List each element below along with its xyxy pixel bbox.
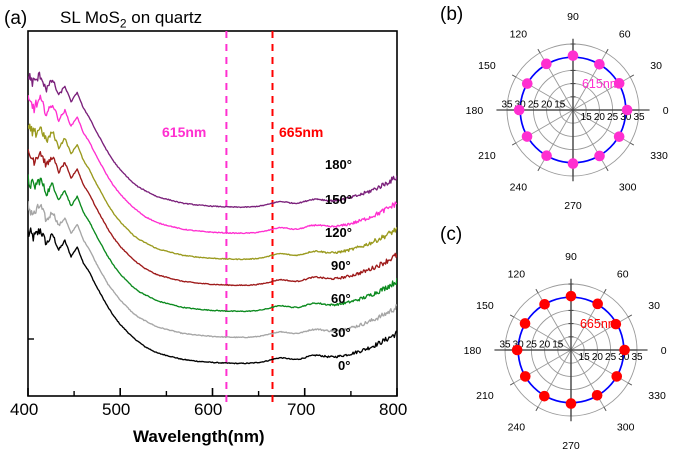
spectra-curves: [28, 71, 397, 365]
x-tick-label-600: 600: [194, 400, 223, 419]
polar-angle-label-60: 60: [617, 269, 629, 281]
polar-data-point: [621, 104, 633, 116]
x-axis-major-ticks: [27, 388, 398, 396]
polar-angle-label-60: 60: [619, 29, 631, 41]
polar-data-point: [613, 131, 625, 142]
x-tick-label-700: 700: [287, 400, 316, 419]
polar-data-point: [519, 371, 531, 382]
label-665nm: 665nm: [279, 124, 324, 140]
polar-radial-label-right-15: 15: [581, 112, 593, 123]
polar-radial-label-right-35: 35: [631, 352, 643, 363]
plot-frame: [27, 30, 398, 397]
polar-angle-label-330: 330: [648, 390, 666, 402]
polar-radial-label-right-30: 30: [620, 112, 632, 123]
curve-angle-label-0: 0°: [338, 358, 351, 373]
polar-data-point: [539, 298, 550, 310]
polar-angle-label-210: 210: [476, 390, 494, 402]
polar-angle-label-240: 240: [510, 181, 528, 193]
panel-c-label: (c): [440, 224, 463, 245]
polar-angle-label-30: 30: [650, 60, 662, 72]
polar-data-point: [521, 78, 533, 89]
polar-data-point: [619, 344, 630, 356]
polar-angle-label-270: 270: [564, 200, 582, 212]
polar-angle-label-330: 330: [650, 150, 668, 162]
polar-angle-label-0: 0: [661, 345, 667, 357]
figure-title-subscript: 2: [119, 16, 127, 31]
polar-radial-label-left-15: 15: [552, 340, 564, 351]
polar-angle-label-120: 120: [510, 29, 528, 41]
polar-annotation-615nm: 615nm: [582, 77, 620, 91]
x-tick-label-800: 800: [379, 400, 408, 419]
x-tick-label-500: 500: [102, 400, 131, 419]
spectra-plot-svg: [27, 30, 398, 403]
polar-angle-label-300: 300: [617, 421, 635, 433]
panel-a-label: (a): [4, 8, 28, 29]
x-axis-title: Wavelength(nm): [133, 427, 265, 446]
curve-angle-label-180: 180°: [325, 157, 352, 172]
polar-data-point: [521, 131, 533, 142]
polar-radial-label-left-35: 35: [499, 340, 511, 351]
polar-data-point: [592, 298, 603, 310]
polar-radial-label-right-25: 25: [605, 352, 617, 363]
polar-data-point: [611, 371, 623, 382]
figure-title-tail: on quartz: [126, 8, 203, 27]
polar-radial-label-right-25: 25: [607, 112, 619, 123]
polar-angle-label-180: 180: [466, 105, 484, 117]
polar-radial-label-right-20: 20: [592, 352, 604, 363]
polar-data-point: [591, 389, 603, 401]
polar-angle-label-300: 300: [619, 181, 637, 193]
polar-data-point: [513, 104, 525, 116]
polar-angle-label-150: 150: [476, 300, 494, 312]
curve-angle-label-120: 120°: [325, 225, 352, 240]
figure-title: SL MoS2 on quartz: [60, 8, 202, 30]
polar-plot-665nm: 0306090120150180210240270300330353025201…: [464, 251, 667, 452]
polar-data-point: [541, 58, 552, 70]
curve-angle-label-150: 150°: [325, 192, 352, 207]
polar-radial-label-left-25: 25: [528, 100, 540, 111]
x-axis-minor-ticks: [73, 391, 352, 396]
polar-angle-label-90: 90: [565, 251, 577, 263]
polar-data-point: [539, 390, 550, 402]
polar-data-point: [541, 150, 552, 162]
polar-angle-label-180: 180: [464, 345, 482, 357]
curve-angle-label-90: 90°: [331, 258, 351, 273]
polar-annotation-665nm: 665nm: [580, 317, 618, 331]
polar-radial-label-left-15: 15: [554, 100, 566, 111]
polar-angle-label-270: 270: [562, 440, 580, 452]
polar-angle-label-120: 120: [508, 269, 526, 281]
polar-radial-label-right-35: 35: [633, 112, 645, 123]
polar-data-point: [567, 50, 579, 61]
figure-title-main: SL MoS: [60, 8, 120, 27]
polar-data-point: [519, 318, 531, 329]
label-615nm: 615nm: [162, 124, 207, 140]
polar-angle-label-30: 30: [648, 300, 660, 312]
polar-radial-label-left-25: 25: [526, 340, 538, 351]
polar-data-point: [610, 318, 622, 330]
polar-data-point: [594, 58, 605, 70]
polar-data-point: [613, 78, 625, 89]
polar-data-point: [511, 344, 523, 356]
polar-radial-label-right-30: 30: [618, 352, 630, 363]
polar-angle-label-0: 0: [663, 105, 669, 117]
x-tick-label-400: 400: [10, 400, 39, 419]
polar-angle-label-210: 210: [478, 150, 496, 162]
polar-radial-label-left-20: 20: [539, 340, 551, 351]
polar-angle-label-90: 90: [567, 11, 579, 23]
curve-angle-label-30: 30°: [331, 325, 351, 340]
curve-angle-label-60: 60°: [331, 291, 351, 306]
polar-radial-label-left-20: 20: [541, 100, 553, 111]
polar-radial-label-right-15: 15: [579, 352, 591, 363]
panel-b-label: (b): [440, 4, 464, 25]
polar-plot-615nm: 0306090120150180210240270300330353025201…: [466, 11, 669, 212]
polar-radial-label-right-20: 20: [594, 112, 606, 123]
polar-radial-label-left-35: 35: [501, 100, 513, 111]
polar-data-point: [594, 150, 605, 162]
polar-data-point: [565, 290, 577, 302]
polar-angle-label-150: 150: [478, 60, 496, 72]
polar-data-point: [565, 398, 577, 409]
polar-angle-label-240: 240: [508, 421, 526, 433]
polar-data-point: [567, 158, 579, 169]
